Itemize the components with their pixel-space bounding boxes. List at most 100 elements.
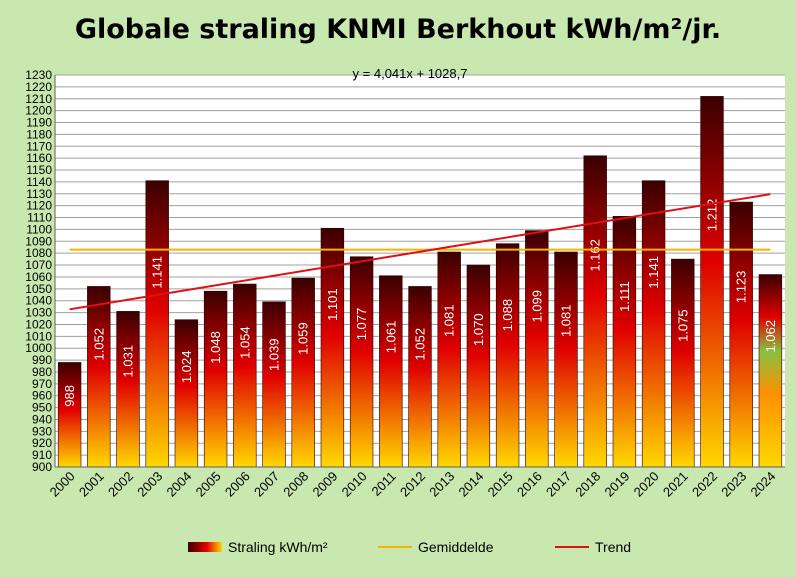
y-tick-label: 1030 [25, 306, 52, 320]
legend-label-straling: Straling kWh/m² [228, 539, 328, 555]
x-tick-label: 2021 [660, 469, 691, 500]
y-tick-label: 1010 [25, 329, 52, 343]
data-label: 1.075 [675, 309, 690, 342]
y-tick-label: 1220 [25, 80, 52, 94]
data-label: 1.099 [529, 290, 544, 323]
legend-item-straling: Straling kWh/m² [188, 539, 328, 555]
data-label: 1.061 [383, 321, 398, 354]
data-label: 1.162 [588, 239, 603, 272]
y-tick-label: 1190 [26, 116, 52, 130]
chart-title: Globale straling KNMI Berkhout kWh/m²/jr… [74, 14, 722, 45]
data-label: 1.070 [471, 313, 486, 346]
y-tick-label: 980 [32, 365, 52, 379]
y-tick-label: 1130 [26, 187, 52, 201]
bar [203, 290, 228, 468]
x-tick-label: 2016 [514, 469, 545, 500]
data-label: 1.077 [354, 308, 369, 341]
data-label: 1.212 [705, 199, 720, 232]
bar [758, 274, 783, 468]
x-tick-label: 2003 [134, 469, 165, 500]
data-label: 1.141 [646, 256, 661, 289]
x-tick-label: 2001 [76, 469, 107, 500]
bar [466, 264, 491, 468]
y-tick-label: 950 [32, 401, 52, 415]
data-label: 1.059 [296, 322, 311, 355]
y-tick-label: 1110 [27, 211, 52, 225]
x-tick-label: 2022 [689, 469, 720, 500]
data-label: 1.088 [500, 299, 515, 332]
y-tick-label: 1060 [25, 270, 52, 284]
legend-label-trend: Trend [595, 539, 632, 555]
bar [554, 251, 578, 468]
data-label: 1.039 [267, 338, 282, 371]
bar [262, 301, 286, 468]
x-tick-label: 2019 [601, 469, 632, 500]
y-tick-label: 1230 [25, 68, 52, 82]
x-tick-label: 2004 [163, 469, 194, 500]
y-tick-label: 1050 [25, 282, 52, 296]
y-tick-label: 1210 [25, 92, 52, 106]
data-label: 1.081 [559, 305, 574, 338]
y-tick-label: 1160 [26, 151, 52, 165]
x-tick-label: 2014 [455, 469, 486, 500]
y-tick-label: 1020 [25, 317, 52, 331]
bar [87, 286, 111, 468]
x-tick-label: 2013 [426, 469, 457, 500]
legend-swatch-trend [555, 546, 589, 548]
y-tick-label: 960 [32, 389, 52, 403]
bar [641, 180, 666, 468]
y-tick-label: 1100 [26, 222, 52, 236]
legend-item-gemiddelde: Gemiddelde [378, 539, 494, 555]
bar [116, 311, 140, 468]
y-tick-label: 1000 [25, 341, 52, 355]
bar [700, 96, 724, 468]
data-label: 1.081 [442, 305, 457, 338]
x-tick-label: 2018 [572, 469, 603, 500]
x-tick-label: 2010 [339, 469, 370, 500]
data-label: 1.101 [325, 288, 340, 321]
x-tick-label: 2009 [309, 469, 340, 500]
y-tick-label: 1090 [25, 234, 52, 248]
legend-item-trend: Trend [555, 539, 631, 555]
legend-label-gemiddelde: Gemiddelde [418, 539, 494, 555]
data-label: 1.052 [91, 328, 106, 361]
y-tick-label: 990 [32, 353, 52, 367]
x-tick-label: 2017 [543, 469, 574, 500]
bar [408, 286, 432, 468]
bar [145, 180, 169, 468]
x-tick-label: 2011 [369, 469, 399, 499]
x-tick-label: 2006 [222, 469, 253, 500]
y-tick-label: 970 [32, 377, 52, 391]
bar [349, 256, 374, 468]
bar [612, 216, 637, 468]
y-tick-label: 920 [32, 436, 52, 450]
data-label: 1.048 [208, 331, 223, 364]
bar [174, 319, 199, 468]
y-tick-label: 1040 [25, 294, 52, 308]
y-tick-label: 910 [32, 448, 52, 462]
y-tick-label: 1170 [26, 139, 52, 153]
y-tick-label: 940 [32, 412, 52, 426]
bar [495, 243, 520, 468]
x-tick-label: 2007 [251, 469, 282, 500]
x-tick-label: 2002 [105, 469, 136, 500]
x-tick-label: 2005 [193, 469, 224, 500]
bar [729, 201, 753, 468]
bar [583, 155, 607, 468]
x-tick-label: 2024 [747, 469, 778, 500]
bar [525, 230, 549, 468]
data-label: 1.052 [413, 328, 428, 361]
data-label: 1.111 [617, 281, 632, 312]
bar [233, 283, 257, 468]
trend-line [69, 193, 771, 311]
data-label: 988 [62, 385, 77, 407]
y-tick-label: 1200 [25, 104, 52, 118]
bar [671, 258, 695, 468]
trend-equation: y = 4,041x + 1028,7 [353, 66, 468, 81]
x-tick-label: 2012 [397, 469, 428, 500]
x-tick-label: 2008 [280, 469, 311, 500]
y-tick-label: 900 [32, 460, 52, 474]
x-tick-label: 2023 [718, 469, 749, 500]
